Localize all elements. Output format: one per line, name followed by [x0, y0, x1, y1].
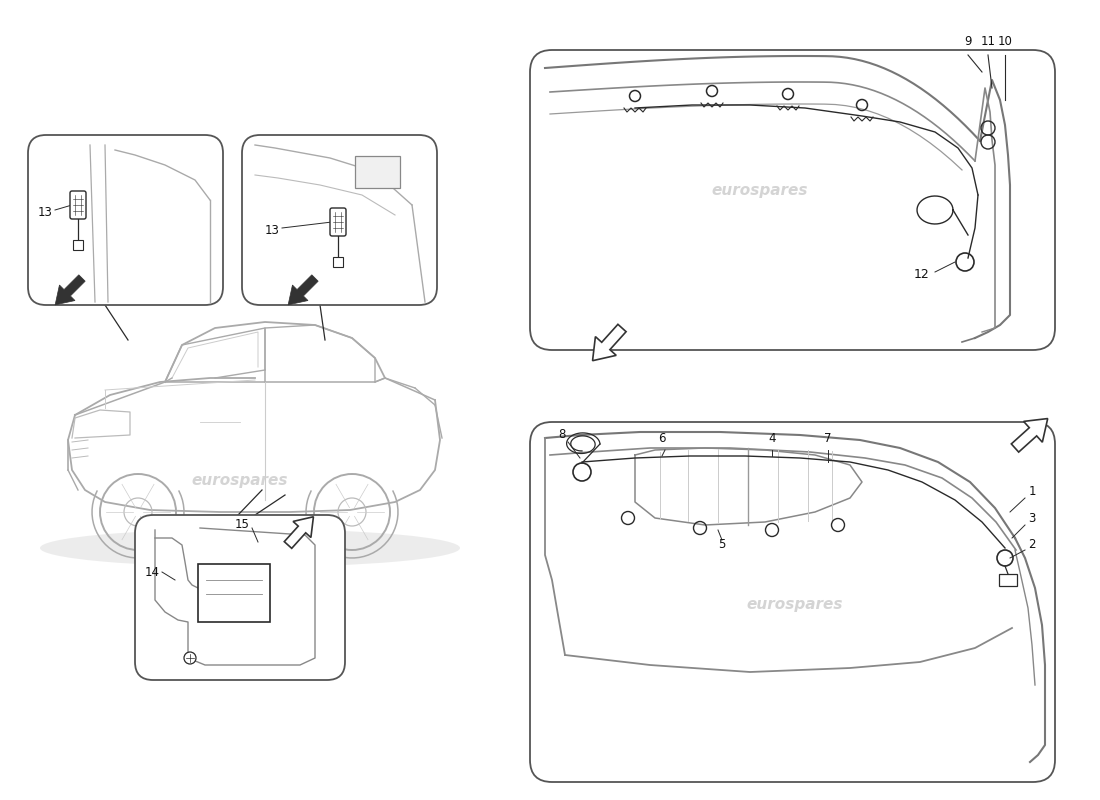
- Polygon shape: [55, 275, 85, 305]
- Text: 13: 13: [265, 223, 279, 237]
- Polygon shape: [284, 517, 314, 548]
- Text: eurospares: eurospares: [200, 631, 279, 645]
- Text: 3: 3: [1028, 512, 1036, 525]
- Polygon shape: [593, 324, 626, 361]
- FancyBboxPatch shape: [530, 422, 1055, 782]
- Text: 10: 10: [998, 35, 1012, 48]
- Polygon shape: [288, 275, 318, 305]
- Text: 5: 5: [718, 538, 726, 551]
- Text: 13: 13: [37, 206, 53, 218]
- Text: 14: 14: [144, 566, 159, 578]
- Text: 12: 12: [914, 268, 929, 281]
- Text: eurospares: eurospares: [747, 598, 844, 613]
- FancyBboxPatch shape: [28, 135, 223, 305]
- FancyBboxPatch shape: [70, 191, 86, 219]
- Bar: [198, 564, 270, 622]
- Text: 6: 6: [658, 432, 666, 445]
- Text: 1: 1: [1028, 485, 1036, 498]
- FancyBboxPatch shape: [242, 135, 437, 305]
- Ellipse shape: [40, 529, 460, 567]
- Text: 8: 8: [559, 428, 565, 441]
- Polygon shape: [1011, 418, 1047, 452]
- Text: eurospares: eurospares: [191, 473, 288, 487]
- Text: eurospares: eurospares: [712, 182, 808, 198]
- Bar: [333, 257, 343, 267]
- FancyBboxPatch shape: [999, 574, 1018, 586]
- Text: 9: 9: [965, 35, 971, 48]
- Text: 15: 15: [234, 518, 250, 531]
- FancyBboxPatch shape: [135, 515, 345, 680]
- FancyBboxPatch shape: [330, 208, 346, 236]
- Text: 4: 4: [768, 432, 776, 445]
- Bar: [73, 240, 82, 250]
- Text: 2: 2: [1028, 538, 1036, 551]
- FancyBboxPatch shape: [530, 50, 1055, 350]
- Text: 7: 7: [824, 432, 832, 445]
- Circle shape: [184, 652, 196, 664]
- Bar: [355, 156, 400, 188]
- Text: 11: 11: [980, 35, 996, 48]
